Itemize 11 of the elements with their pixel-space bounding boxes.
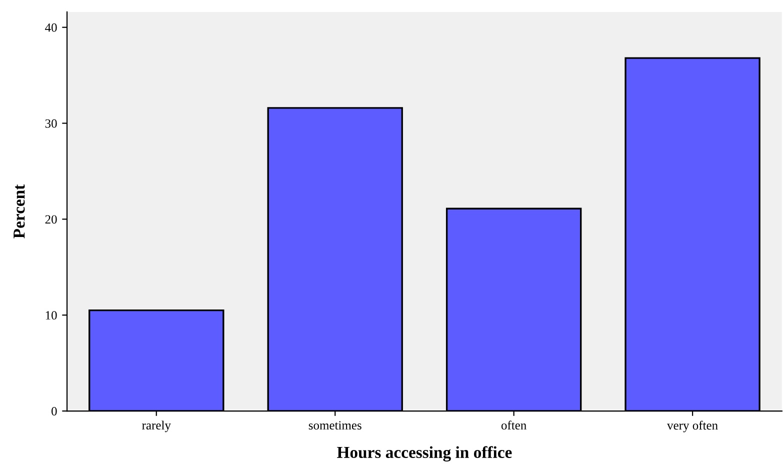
y-tick-label: 10 bbox=[46, 311, 57, 320]
x-tick-label: very often bbox=[667, 420, 718, 432]
y-tick-label: 30 bbox=[45, 119, 57, 128]
x-axis-title: Hours accessing in office bbox=[337, 446, 512, 462]
y-tick-label: 0 bbox=[52, 407, 57, 416]
y-axis-title: Percent bbox=[14, 184, 25, 238]
y-tick-label: 20 bbox=[45, 215, 57, 224]
x-tick-label: rarely bbox=[142, 420, 171, 432]
x-tick-label: sometimes bbox=[308, 421, 362, 430]
y-tick-label: 40 bbox=[45, 23, 57, 32]
x-tick-label: often bbox=[501, 420, 526, 430]
